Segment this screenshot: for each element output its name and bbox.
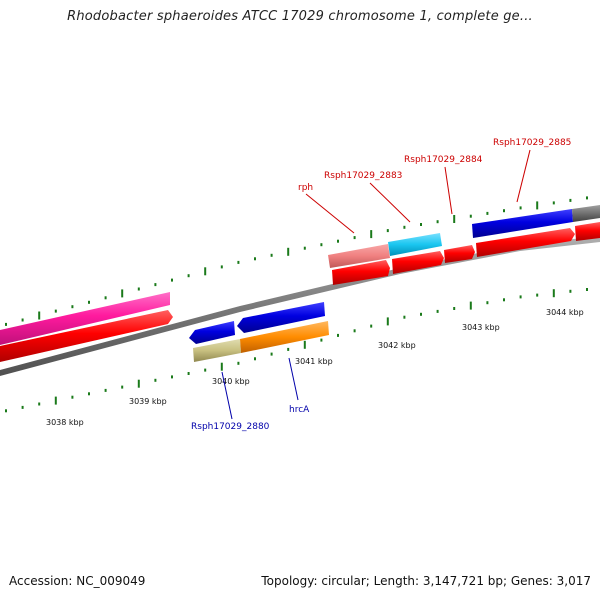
- gene-label-rsph17029-2880[interactable]: Rsph17029_2880: [191, 422, 270, 432]
- gene-cds-2885[interactable]: [476, 228, 575, 257]
- top-label-leaders: [305, 149, 531, 234]
- scale-ticks-lower: [5, 288, 588, 413]
- top-gene-labels: rph Rsph17029_2883 Rsph17029_2884 Rsph17…: [298, 138, 571, 193]
- gene-cds-left[interactable]: [0, 310, 173, 362]
- scale-label: 3041 kbp: [295, 357, 333, 366]
- gene-hrca[interactable]: [240, 321, 329, 353]
- gene-blue-large[interactable]: [237, 302, 325, 333]
- gene-blue-small[interactable]: [189, 321, 235, 344]
- scale-label: 3044 kbp: [546, 308, 584, 317]
- topology-text: Topology: circular; Length: 3,147,721 bp…: [261, 574, 591, 588]
- gene-cds-2884[interactable]: [444, 245, 475, 263]
- chromosome-backbone: [0, 236, 600, 376]
- scale-label: 3039 kbp: [129, 397, 167, 406]
- gene-label-rph[interactable]: rph: [298, 183, 313, 193]
- gene-rsph17029-2880[interactable]: [193, 339, 241, 362]
- reverse-strand-genes: [189, 302, 329, 362]
- scale-label: 3043 kbp: [462, 323, 500, 332]
- gene-cds-right-partial[interactable]: [575, 222, 600, 241]
- gene-rsph17029-2883[interactable]: [388, 233, 442, 256]
- gene-cds-2883[interactable]: [392, 251, 444, 274]
- scale-label: 3038 kbp: [46, 418, 84, 427]
- scale-ticks-upper: [5, 196, 588, 326]
- gene-cds-rph[interactable]: [332, 260, 390, 285]
- gene-label-rsph17029-2885[interactable]: Rsph17029_2885: [493, 138, 571, 148]
- gene-rph[interactable]: [328, 244, 390, 268]
- scale-label: 3040 kbp: [212, 377, 250, 386]
- map-title: Rhodobacter sphaeroides ATCC 17029 chrom…: [67, 9, 533, 24]
- gene-rsph17029-2885[interactable]: [472, 209, 573, 238]
- accession-text: Accession: NC_009049: [9, 574, 146, 588]
- gene-magenta[interactable]: [0, 292, 170, 345]
- scale-labels: 3038 kbp 3039 kbp 3040 kbp 3041 kbp 3042…: [46, 308, 584, 427]
- scale-label: 3042 kbp: [378, 341, 416, 350]
- gene-label-rsph17029-2883[interactable]: Rsph17029_2883: [324, 171, 402, 181]
- gene-gray-partial[interactable]: [572, 205, 600, 222]
- gene-label-rsph17029-2884[interactable]: Rsph17029_2884: [404, 155, 483, 165]
- bottom-gene-labels: Rsph17029_2880 hrcA: [191, 405, 310, 432]
- forward-strand-genes: [0, 205, 600, 362]
- gene-label-hrca[interactable]: hrcA: [289, 405, 310, 415]
- bottom-label-leaders: [221, 357, 299, 420]
